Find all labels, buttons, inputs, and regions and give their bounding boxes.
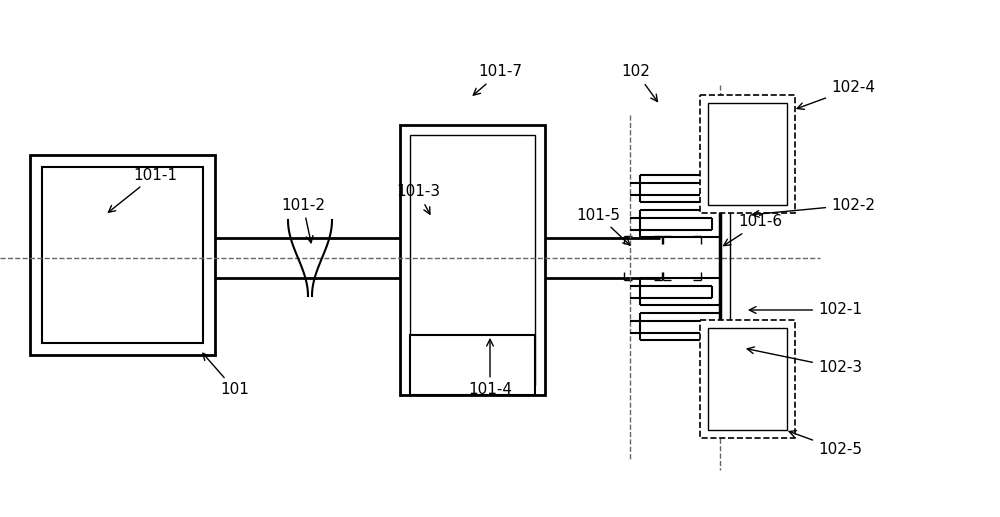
Bar	[30, 155, 215, 355]
Text: 102-5: 102-5	[789, 431, 862, 458]
Text: 101-3: 101-3	[396, 185, 440, 214]
Bar	[410, 135, 535, 385]
Bar	[708, 103, 787, 205]
Text: 102-4: 102-4	[797, 81, 875, 109]
Text: 101-6: 101-6	[724, 215, 782, 246]
Text: 101-7: 101-7	[473, 65, 522, 95]
Bar	[400, 125, 545, 395]
Text: 101: 101	[203, 353, 249, 398]
Bar	[410, 335, 535, 395]
Text: 101-2: 101-2	[281, 197, 325, 243]
Bar	[700, 95, 795, 213]
Bar	[700, 320, 795, 438]
Bar	[42, 167, 203, 343]
Text: 101-1: 101-1	[108, 168, 177, 212]
Text: 101-4: 101-4	[468, 339, 512, 398]
Bar	[708, 328, 787, 430]
Text: 102-3: 102-3	[747, 347, 862, 375]
Text: 101-5: 101-5	[576, 207, 630, 245]
Text: 102: 102	[622, 65, 657, 101]
Text: 102-2: 102-2	[752, 197, 875, 217]
Text: 102-1: 102-1	[749, 302, 862, 317]
